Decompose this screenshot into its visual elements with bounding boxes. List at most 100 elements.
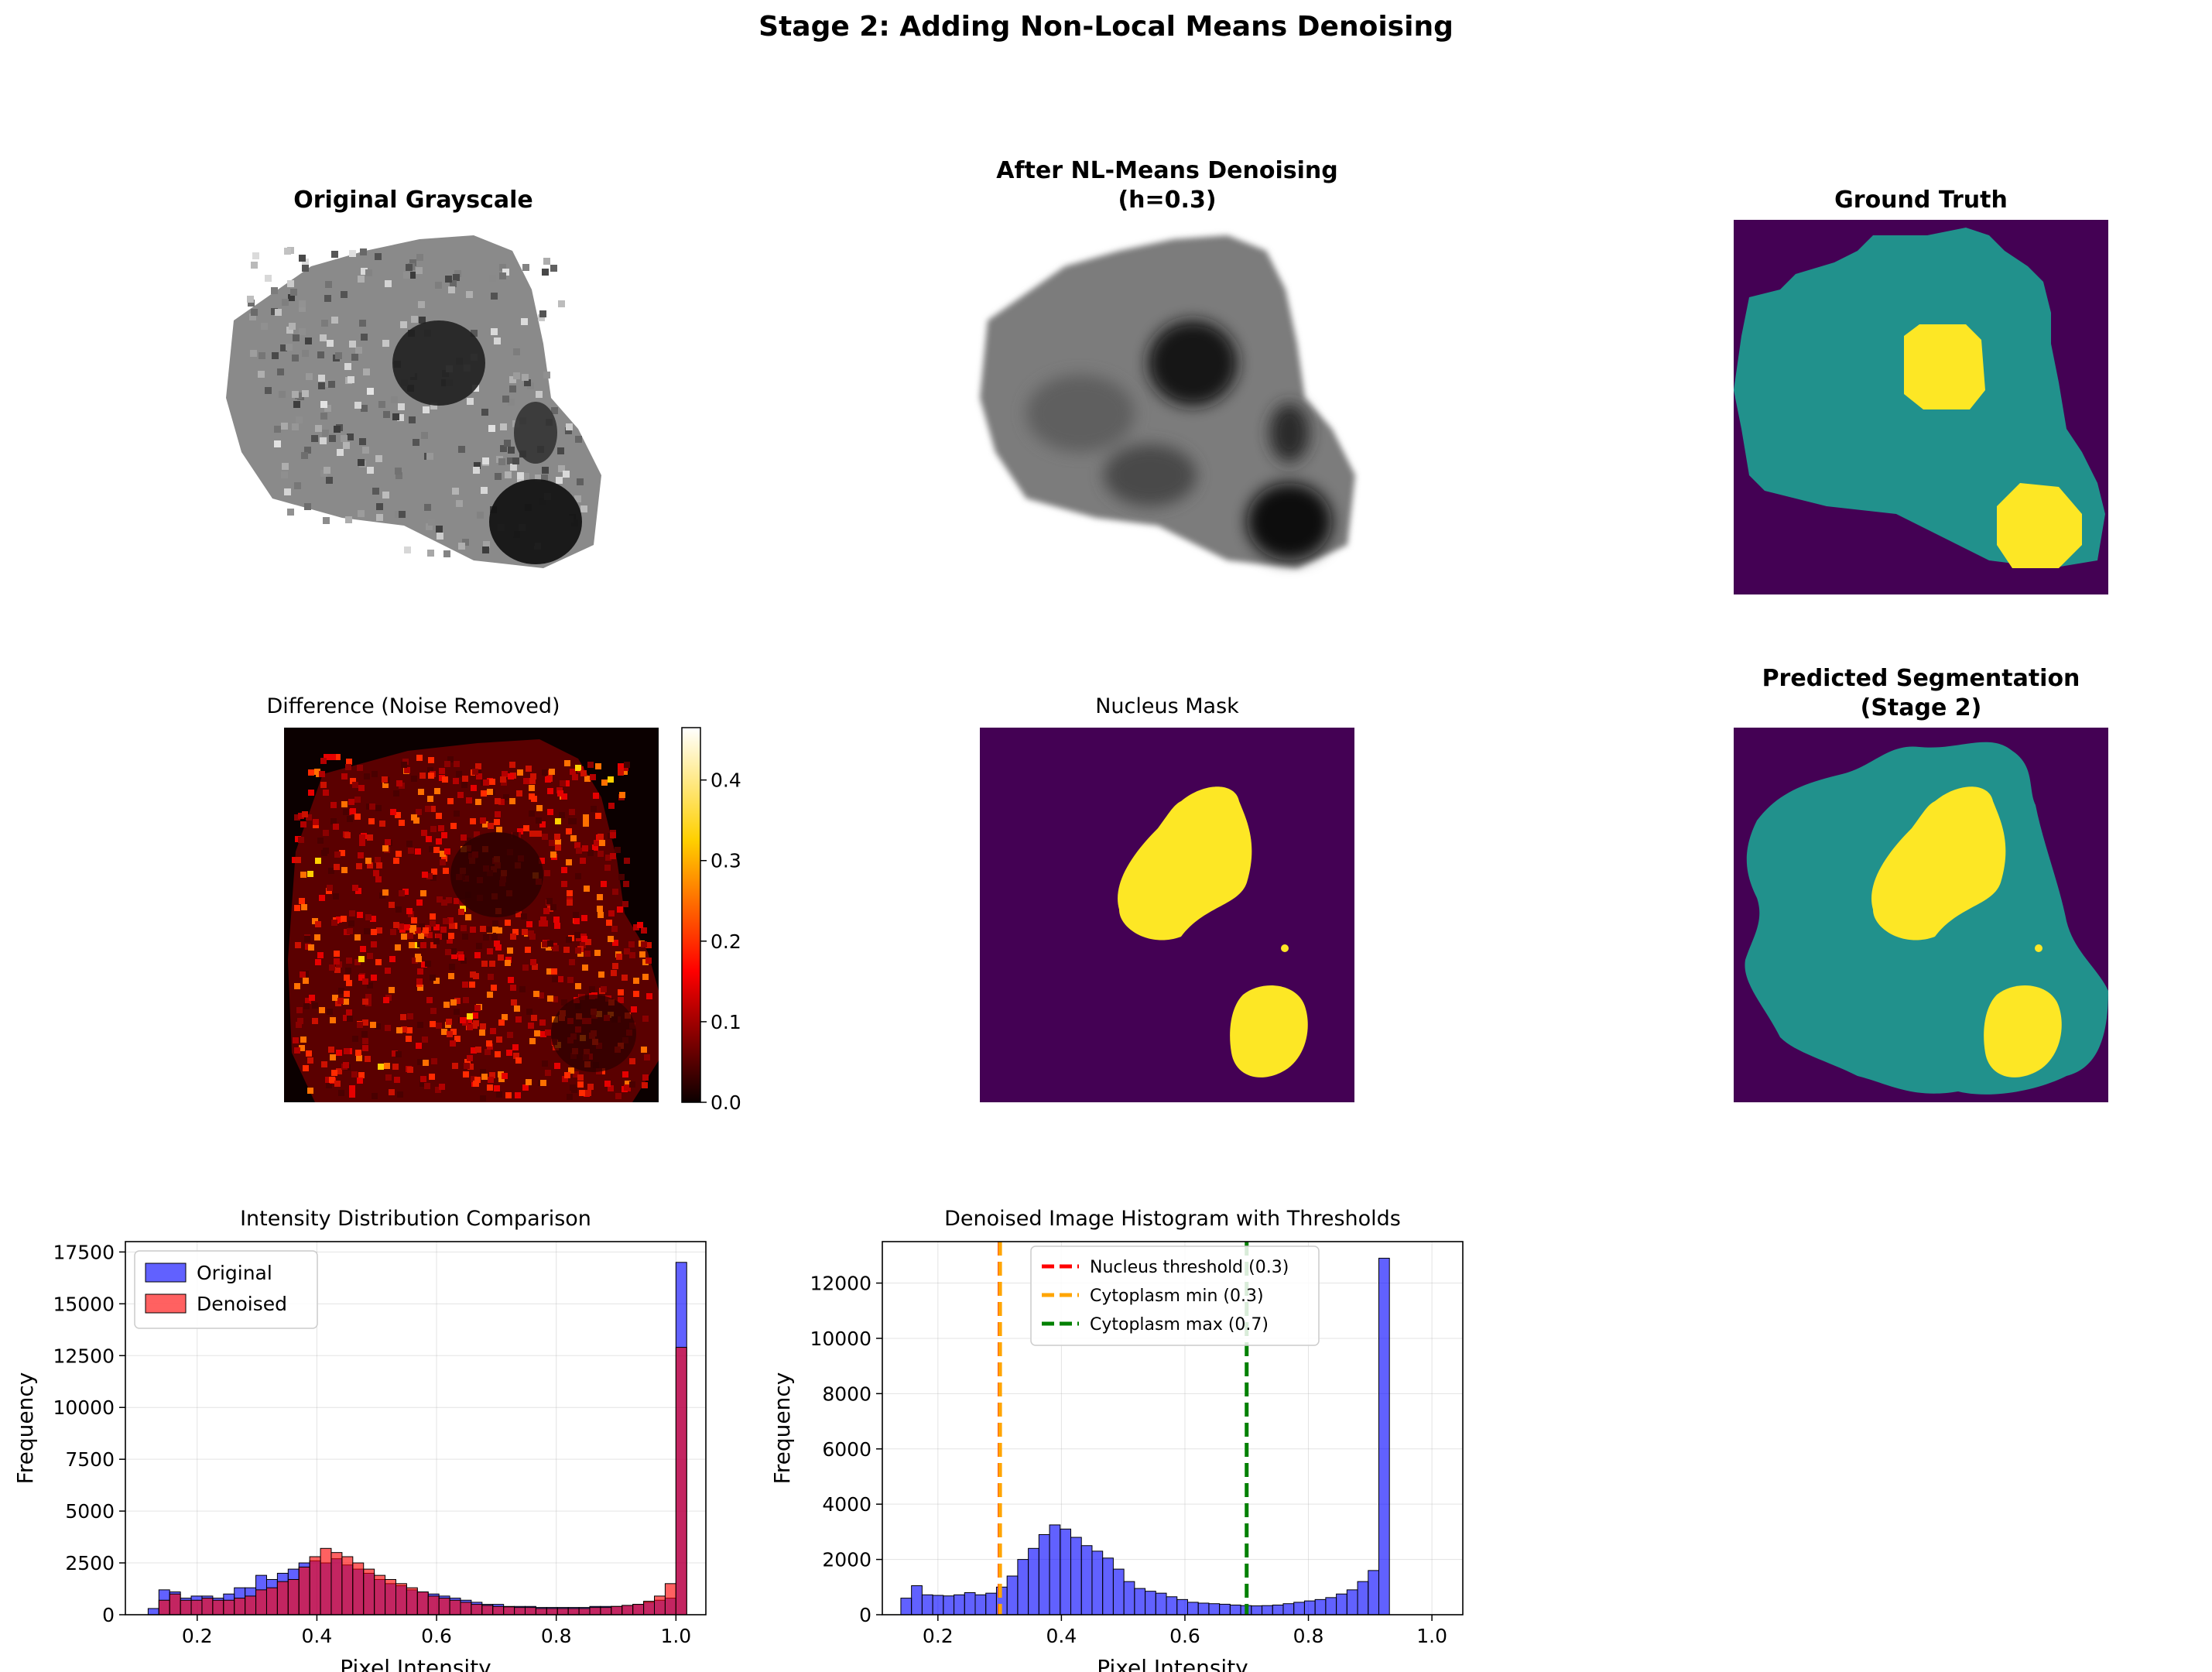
denoised-bar [632, 1604, 645, 1615]
histogram-bar [1262, 1605, 1273, 1615]
x-tick-label: 0.8 [541, 1625, 572, 1647]
y-tick-label: 0 [102, 1604, 115, 1626]
denoised-bar [514, 1607, 526, 1615]
denoised-bar [556, 1608, 569, 1615]
histogram-bar [1251, 1605, 1263, 1615]
x-tick-label: 0.8 [1293, 1625, 1324, 1647]
difference-image [284, 728, 659, 1102]
y-tick-label: 2000 [822, 1549, 871, 1571]
y-tick-label: 17500 [53, 1241, 115, 1263]
denoised-bar [352, 1562, 365, 1615]
denoised-bar [330, 1552, 343, 1615]
histogram-bar [921, 1594, 933, 1615]
histogram-bar [943, 1595, 955, 1615]
denoised-bar [503, 1606, 515, 1615]
denoised-bar [535, 1608, 547, 1615]
predicted-title: Predicted Segmentation (Stage 2) [1703, 664, 2139, 723]
denoised-bar [320, 1547, 332, 1615]
denoised-bar [298, 1566, 310, 1615]
histogram-bar [1049, 1524, 1061, 1615]
histogram-bar [900, 1598, 913, 1615]
histogram-bar [1060, 1528, 1072, 1615]
y-tick-label: 0 [859, 1604, 871, 1626]
histogram-bar [1070, 1537, 1082, 1615]
y-tick-label: 2500 [65, 1552, 115, 1574]
denoised-bar [416, 1591, 429, 1615]
histogram-bar [911, 1585, 923, 1615]
colorbar-tick-label: 0.4 [711, 769, 741, 792]
legend-label: Denoised [197, 1293, 287, 1315]
histogram-bar [1155, 1592, 1167, 1615]
denoised-bar [212, 1599, 224, 1615]
denoised-bar [374, 1574, 386, 1615]
histogram-bar [1102, 1557, 1114, 1615]
histogram-bar [1186, 1602, 1199, 1615]
histogram-bar [1229, 1605, 1241, 1615]
y-tick-label: 12000 [810, 1273, 871, 1295]
histogram-bar [1272, 1605, 1284, 1615]
denoised-bar [546, 1608, 558, 1615]
histogram-bar [1038, 1533, 1050, 1615]
histogram-bar [1325, 1597, 1337, 1615]
colorbar-tick-label: 0.1 [711, 1011, 741, 1033]
denoised-bar [180, 1599, 192, 1615]
legend-label: Nucleus threshold (0.3) [1090, 1258, 1289, 1277]
nucleus-mask-title: Nucleus Mask [1095, 694, 1239, 718]
histogram-bar [1368, 1570, 1379, 1615]
denoised-bar [190, 1599, 203, 1615]
histogram-bar [932, 1595, 944, 1615]
denoised-bar [245, 1595, 257, 1615]
histogram-bar [1208, 1603, 1221, 1615]
denoised-bar [600, 1607, 612, 1615]
predicted-title-line2: (Stage 2) [1860, 694, 1982, 721]
histogram-bar [1357, 1581, 1369, 1615]
hist1-chart: 0.2 0.4 0.6 0.8 1.0 0 2500 5000 7500 10000 12500 15… [12, 1241, 707, 1672]
figure-title: Stage 2: Adding Non-Local Means Denoisin… [758, 11, 1454, 43]
denoised-bar [621, 1605, 634, 1615]
denoised-bar [169, 1593, 181, 1615]
denoised-bar [255, 1589, 267, 1615]
histogram-bar [1091, 1550, 1104, 1615]
difference-title: Difference (Noise Removed) [266, 694, 560, 718]
denoised-bar [427, 1595, 440, 1615]
histogram-bar [1017, 1559, 1029, 1615]
histogram-bar [954, 1594, 965, 1615]
nucleus-mask-image [980, 728, 1354, 1102]
histogram-bar [1303, 1600, 1316, 1615]
histogram-bar [1176, 1598, 1188, 1615]
denoised-bar [481, 1605, 494, 1615]
x-tick-label: 1.0 [660, 1625, 691, 1647]
hist2-title: Denoised Image Histogram with Thresholds [944, 1207, 1401, 1231]
denoised-title: After NL-Means Denoising (h=0.3) [980, 156, 1354, 215]
histogram-bar [1006, 1575, 1019, 1615]
denoised-bar [363, 1568, 375, 1615]
denoised-bar [567, 1608, 580, 1615]
original-grayscale-image [226, 220, 601, 594]
denoised-bar [438, 1598, 450, 1615]
denoised-bar [276, 1581, 289, 1615]
denoised-bar [578, 1608, 591, 1615]
colorbar-tick-label: 0.2 [711, 930, 741, 953]
y-axis-label: Frequency [769, 1372, 795, 1485]
denoised-bar [460, 1602, 472, 1615]
x-tick-label: 0.4 [302, 1625, 333, 1647]
y-tick-label: 12500 [53, 1345, 115, 1367]
y-tick-label: 5000 [65, 1500, 115, 1523]
y-tick-label: 6000 [822, 1438, 871, 1461]
denoised-bar [471, 1604, 483, 1615]
legend-label: Cytoplasm min (0.3) [1090, 1287, 1264, 1306]
ground-truth-image [1734, 220, 2108, 594]
x-tick-label: 0.2 [182, 1625, 213, 1647]
histogram-bar [1134, 1588, 1146, 1615]
denoised-bar [341, 1556, 354, 1615]
histogram-bar [1145, 1591, 1156, 1615]
denoised-bar [309, 1556, 321, 1615]
histogram-bar [964, 1591, 976, 1615]
x-axis-label: Pixel Intensity [1097, 1655, 1248, 1672]
denoised-bar [223, 1599, 235, 1615]
denoised-bar [664, 1583, 676, 1615]
colorbar-tick-label: 0.3 [711, 850, 741, 872]
histogram-bar [1028, 1547, 1039, 1615]
denoised-bar [406, 1587, 418, 1615]
histogram-bar [1123, 1581, 1135, 1615]
